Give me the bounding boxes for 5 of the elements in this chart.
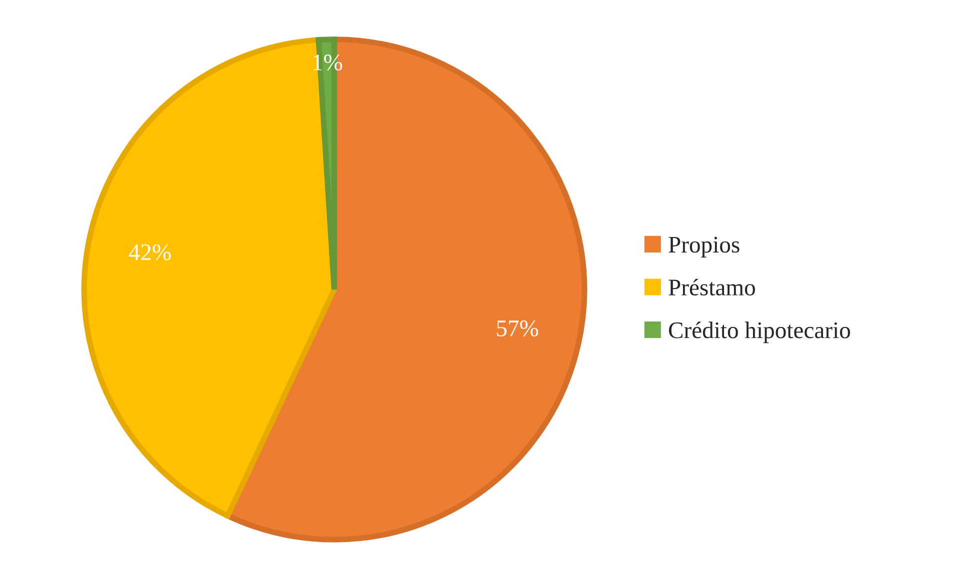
legend-label: Préstamo (668, 278, 755, 296)
data-label: 57% (497, 320, 538, 336)
legend-label: Crédito hipotecario (668, 322, 850, 344)
data-label: 42% (128, 244, 171, 260)
legend-label: Propios (668, 236, 740, 258)
